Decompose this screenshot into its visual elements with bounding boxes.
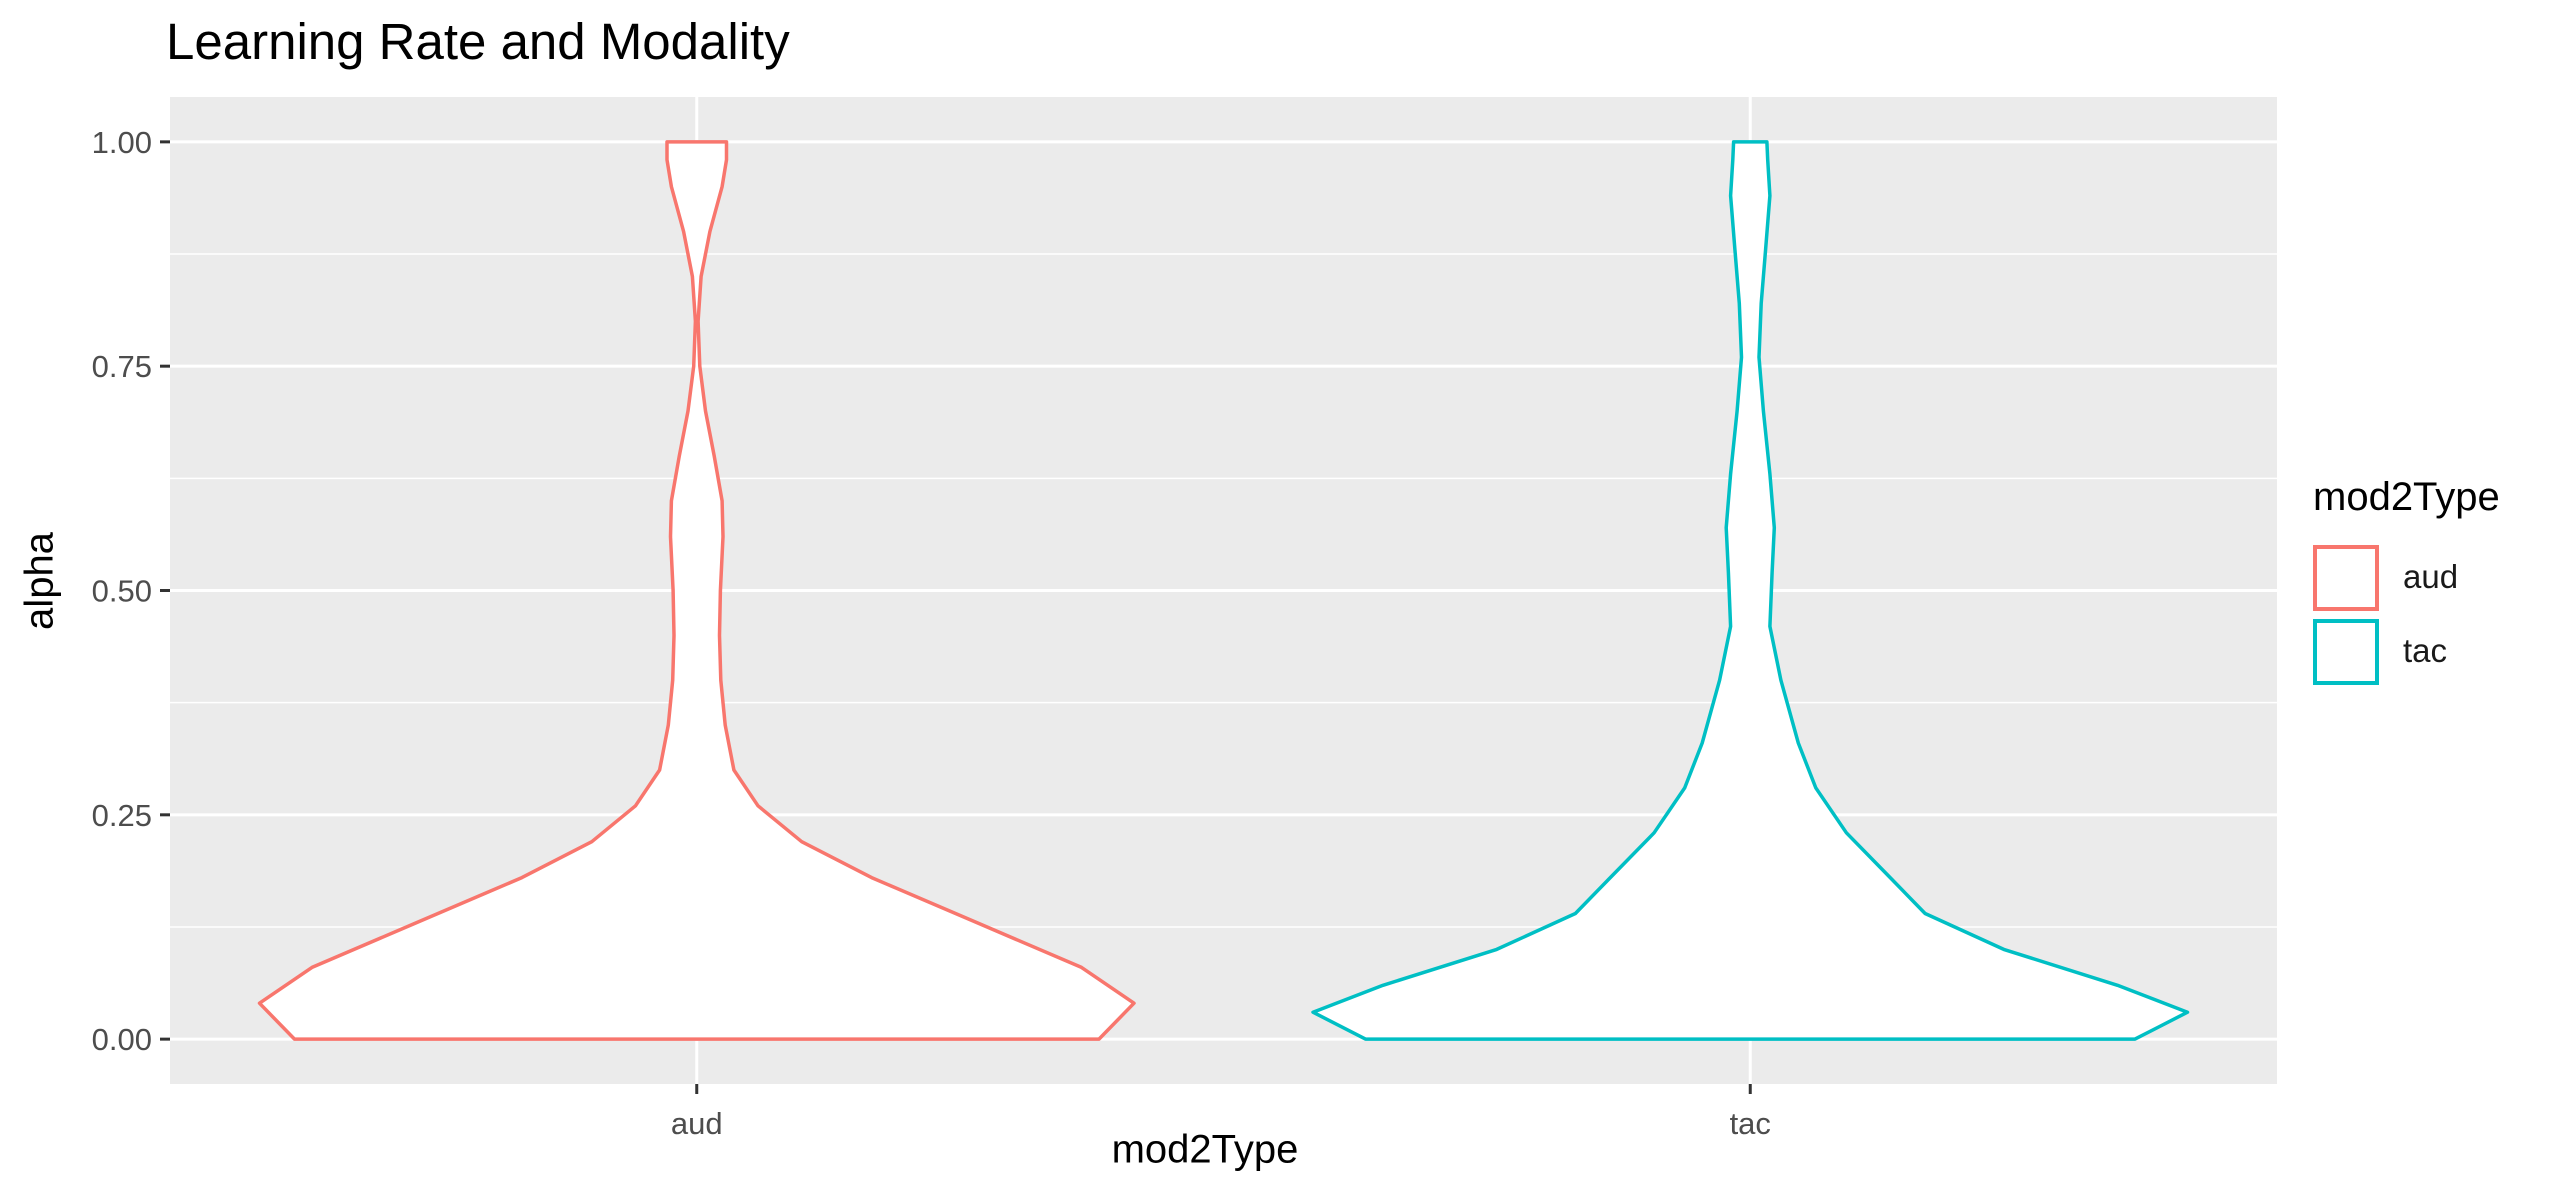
x-axis: aud tac: [671, 1084, 1771, 1141]
chart-title: Learning Rate and Modality: [166, 13, 790, 70]
legend-key-tac: [2313, 619, 2379, 685]
y-tick-label: 0.25: [92, 798, 152, 833]
legend-key-aud: [2313, 545, 2379, 611]
y-tick-label: 0.00: [92, 1022, 152, 1057]
y-axis-title: alpha: [17, 532, 62, 630]
violin-tac: [1311, 140, 2190, 1041]
legend-label-aud: aud: [2403, 558, 2459, 595]
x-tick-label: aud: [671, 1106, 723, 1141]
legend-label-tac: tac: [2403, 632, 2448, 669]
y-axis: 0.00 0.25 0.50 0.75 1.00: [92, 125, 170, 1057]
x-tick-label: tac: [1730, 1106, 1771, 1141]
violins: [257, 140, 2190, 1041]
y-tick-label: 0.50: [92, 574, 152, 609]
x-axis-title: mod2Type: [1111, 1127, 1299, 1172]
y-tick-label: 1.00: [92, 125, 152, 160]
y-tick-label: 0.75: [92, 349, 152, 384]
legend-item-aud: aud: [2313, 545, 2533, 611]
legend-item-tac: tac: [2313, 619, 2533, 685]
violin-aud: [257, 140, 1136, 1041]
legend-title: mod2Type: [2313, 475, 2500, 519]
